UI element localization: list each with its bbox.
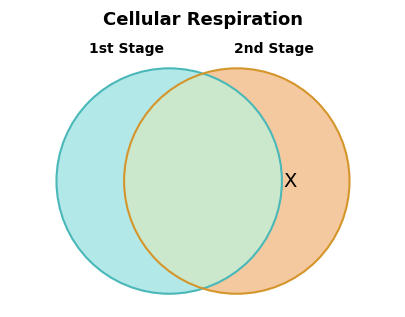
Text: Cellular Respiration: Cellular Respiration [103,11,302,29]
Text: X: X [283,171,296,191]
Text: 2nd Stage: 2nd Stage [233,42,313,55]
Circle shape [124,68,349,294]
Circle shape [56,68,281,294]
Circle shape [56,68,281,294]
Text: 1st Stage: 1st Stage [89,42,164,55]
